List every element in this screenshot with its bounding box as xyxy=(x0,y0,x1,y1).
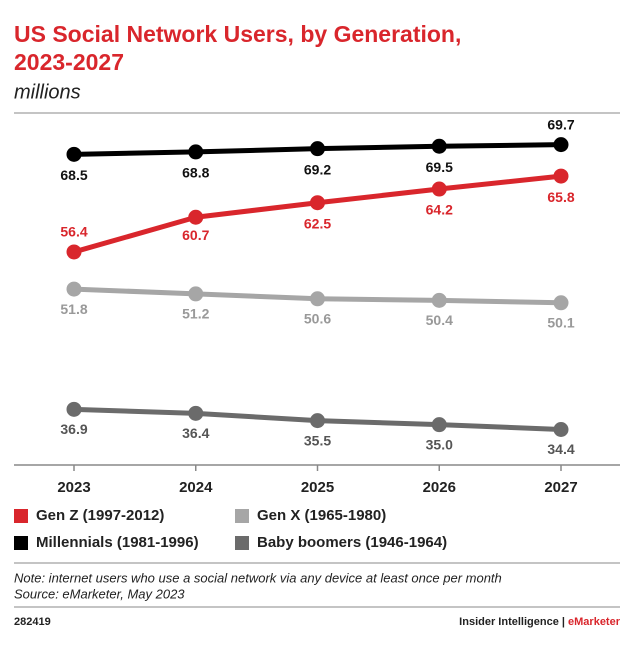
data-point xyxy=(431,292,447,308)
legend-label: Gen X (1965-1980) xyxy=(257,507,386,524)
chart-title: 2023-2027 xyxy=(14,49,124,75)
brand-text: Insider Intelligence xyxy=(459,616,559,628)
x-tick-label: 2027 xyxy=(544,479,577,496)
source: Source: eMarketer, May 2023 xyxy=(14,586,185,601)
data-point xyxy=(431,417,447,433)
legend-label: Gen Z (1997-2012) xyxy=(36,507,164,524)
legend-swatch xyxy=(14,536,28,550)
legend-swatch xyxy=(235,509,249,523)
data-point xyxy=(553,295,569,311)
data-point xyxy=(66,146,82,162)
data-point xyxy=(188,286,204,302)
chart-title: US Social Network Users, by Generation, xyxy=(14,21,461,47)
data-label: 68.8 xyxy=(182,165,209,181)
brand-text: eMarketer xyxy=(568,616,621,628)
data-label: 51.8 xyxy=(60,301,87,317)
x-tick-label: 2026 xyxy=(423,479,456,496)
legend-label: Baby boomers (1946-1964) xyxy=(257,534,447,551)
brand: Insider Intelligence | eMarketer xyxy=(459,616,621,628)
data-point xyxy=(310,413,325,429)
series-line xyxy=(73,173,562,255)
data-label: 50.1 xyxy=(547,315,574,331)
legend-swatch xyxy=(14,509,28,523)
data-point xyxy=(431,181,447,197)
data-point xyxy=(66,244,82,260)
data-label: 68.5 xyxy=(60,167,87,183)
data-label: 60.7 xyxy=(182,227,209,243)
note: Note: internet users who use a social ne… xyxy=(14,570,502,585)
data-point xyxy=(310,141,325,157)
data-label: 69.2 xyxy=(304,161,331,177)
data-point xyxy=(431,138,447,154)
footer-id: 282419 xyxy=(14,616,51,628)
data-label: 62.5 xyxy=(304,215,331,231)
data-label: 35.5 xyxy=(304,432,331,448)
data-label: 56.4 xyxy=(60,224,87,240)
data-label: 51.2 xyxy=(182,306,209,322)
data-label: 50.6 xyxy=(304,310,331,326)
brand-separator: | xyxy=(562,616,565,628)
data-label: 65.8 xyxy=(547,189,574,205)
x-tick-label: 2025 xyxy=(301,479,334,496)
data-label: 36.4 xyxy=(182,425,209,441)
data-point xyxy=(188,209,204,225)
data-point xyxy=(66,401,82,417)
data-point xyxy=(553,137,569,153)
data-point xyxy=(310,291,325,307)
chart-subtitle: millions xyxy=(14,81,81,103)
legend-swatch xyxy=(235,536,249,550)
data-label: 36.9 xyxy=(60,421,87,437)
data-label: 64.2 xyxy=(426,202,453,218)
data-point xyxy=(310,195,325,211)
data-label: 34.4 xyxy=(547,441,574,457)
data-label: 50.4 xyxy=(426,312,453,328)
data-point xyxy=(553,168,569,184)
data-label: 35.0 xyxy=(426,436,453,452)
data-point xyxy=(66,281,82,297)
data-label: 69.7 xyxy=(547,116,574,132)
data-point xyxy=(553,421,569,437)
x-tick-label: 2024 xyxy=(179,479,213,496)
data-point xyxy=(188,144,204,160)
legend-label: Millennials (1981-1996) xyxy=(36,534,199,551)
data-point xyxy=(188,405,204,421)
data-label: 69.5 xyxy=(426,159,453,175)
x-tick-label: 2023 xyxy=(57,479,90,496)
